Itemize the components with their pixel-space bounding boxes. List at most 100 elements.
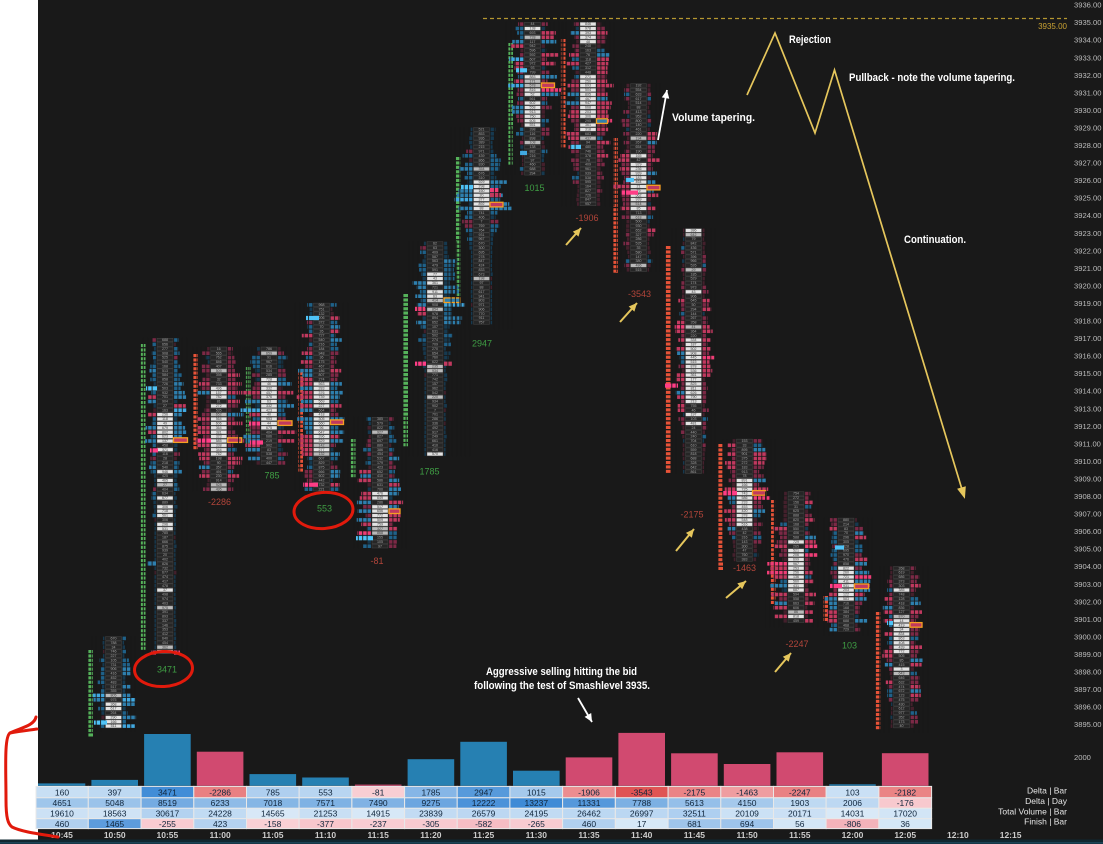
svg-text:457: 457	[266, 391, 272, 395]
svg-text:540: 540	[162, 360, 168, 364]
svg-text:407: 407	[216, 365, 222, 369]
svg-text:409: 409	[432, 250, 438, 254]
svg-text:751: 751	[319, 307, 325, 311]
svg-text:3899.00: 3899.00	[1074, 650, 1101, 659]
svg-text:606: 606	[216, 422, 222, 426]
svg-text:83: 83	[267, 448, 271, 452]
svg-text:505: 505	[899, 654, 905, 658]
svg-text:328: 328	[691, 461, 697, 465]
svg-text:973: 973	[691, 286, 697, 290]
svg-text:721: 721	[843, 575, 849, 579]
svg-text:272: 272	[216, 404, 222, 408]
svg-text:310: 310	[479, 176, 485, 180]
svg-text:425: 425	[162, 474, 168, 478]
svg-text:961: 961	[585, 167, 591, 171]
svg-text:44: 44	[267, 422, 271, 426]
svg-text:476: 476	[843, 558, 849, 562]
svg-text:-2286: -2286	[208, 497, 231, 507]
svg-text:4150: 4150	[738, 798, 757, 808]
svg-text:Volume tapering.: Volume tapering.	[672, 112, 755, 124]
svg-text:491: 491	[216, 470, 222, 474]
svg-text:673: 673	[479, 272, 485, 276]
svg-text:538: 538	[585, 176, 591, 180]
svg-text:Total Volume | Bar: Total Volume | Bar	[998, 806, 1067, 816]
svg-text:978: 978	[432, 312, 438, 316]
svg-text:468: 468	[843, 623, 849, 627]
svg-text:352: 352	[899, 716, 905, 720]
svg-text:788: 788	[111, 641, 117, 645]
svg-text:213: 213	[691, 400, 697, 404]
svg-text:272: 272	[793, 496, 799, 500]
svg-text:11:45: 11:45	[684, 830, 706, 840]
svg-text:511: 511	[111, 724, 117, 728]
svg-text:177: 177	[691, 378, 697, 382]
svg-text:424: 424	[479, 264, 485, 268]
svg-text:746: 746	[111, 650, 117, 654]
svg-text:329: 329	[319, 439, 325, 443]
svg-text:3903.00: 3903.00	[1074, 580, 1101, 589]
svg-text:762: 762	[216, 356, 222, 360]
svg-text:103: 103	[845, 787, 859, 797]
svg-text:974: 974	[162, 597, 168, 601]
svg-text:194: 194	[636, 136, 642, 140]
svg-text:880: 880	[843, 518, 849, 522]
svg-text:157: 157	[432, 382, 438, 386]
svg-text:583: 583	[843, 597, 849, 601]
svg-text:250: 250	[585, 79, 591, 83]
svg-text:535: 535	[636, 242, 642, 246]
svg-text:35: 35	[637, 246, 641, 250]
svg-text:Pullback - note the volume tap: Pullback - note the volume tapering.	[849, 72, 1015, 84]
svg-text:236: 236	[636, 167, 642, 171]
svg-text:595: 595	[585, 180, 591, 184]
svg-text:183: 183	[742, 465, 748, 469]
svg-text:677: 677	[162, 496, 168, 500]
svg-text:3915.00: 3915.00	[1074, 369, 1101, 378]
svg-text:16: 16	[217, 347, 221, 351]
svg-text:409: 409	[585, 163, 591, 167]
svg-text:3920.00: 3920.00	[1074, 281, 1101, 290]
svg-text:157: 157	[216, 391, 222, 395]
svg-text:364: 364	[216, 426, 222, 430]
svg-text:36: 36	[900, 819, 910, 829]
svg-text:43: 43	[433, 277, 437, 281]
svg-text:617: 617	[636, 97, 642, 101]
svg-text:8519: 8519	[158, 798, 177, 808]
svg-text:10:55: 10:55	[157, 830, 179, 840]
svg-text:578: 578	[530, 84, 536, 88]
svg-text:652: 652	[216, 413, 222, 417]
svg-text:785: 785	[162, 531, 168, 535]
svg-text:168: 168	[793, 522, 799, 526]
svg-text:418: 418	[319, 413, 325, 417]
svg-text:26579: 26579	[472, 809, 496, 819]
svg-text:7490: 7490	[369, 798, 388, 808]
svg-text:936: 936	[479, 136, 485, 140]
svg-text:525: 525	[162, 356, 168, 360]
svg-text:-806: -806	[844, 819, 861, 829]
svg-text:729: 729	[793, 540, 799, 544]
svg-text:607: 607	[319, 457, 325, 461]
svg-text:585: 585	[216, 439, 222, 443]
svg-text:3923.00: 3923.00	[1074, 229, 1101, 238]
svg-text:748: 748	[899, 593, 905, 597]
svg-text:402: 402	[162, 558, 168, 562]
svg-text:607: 607	[530, 57, 536, 61]
svg-text:19610: 19610	[50, 809, 74, 819]
svg-text:3933.00: 3933.00	[1074, 53, 1101, 62]
svg-text:96: 96	[320, 426, 324, 430]
svg-text:894: 894	[432, 316, 438, 320]
svg-text:625: 625	[793, 509, 799, 513]
svg-text:579: 579	[377, 422, 383, 426]
svg-text:892: 892	[479, 202, 485, 206]
svg-text:659: 659	[266, 351, 272, 355]
svg-text:742: 742	[432, 378, 438, 382]
svg-text:27: 27	[163, 483, 167, 487]
svg-text:97: 97	[480, 281, 484, 285]
svg-text:447: 447	[266, 461, 272, 465]
svg-text:-176: -176	[897, 798, 914, 808]
svg-text:939: 939	[636, 171, 642, 175]
svg-text:563: 563	[432, 259, 438, 263]
svg-text:825: 825	[691, 382, 697, 386]
svg-text:206: 206	[793, 553, 799, 557]
svg-text:216: 216	[319, 343, 325, 347]
svg-text:666: 666	[162, 540, 168, 544]
